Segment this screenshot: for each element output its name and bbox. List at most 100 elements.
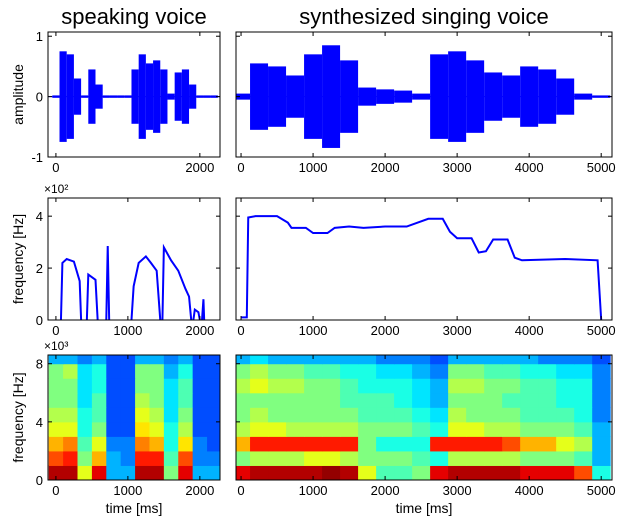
waveform-envelope — [167, 93, 175, 100]
spectrogram-cell — [91, 436, 107, 452]
spectrogram-cell — [322, 407, 341, 423]
spectrogram-cell — [412, 450, 431, 466]
waveform-envelope — [131, 69, 139, 124]
plot-area — [48, 51, 220, 142]
spectrogram-cell — [574, 363, 593, 379]
spectrogram-cell — [448, 392, 467, 408]
plot-area — [48, 355, 220, 480]
spectrogram-cell — [106, 421, 122, 437]
panel: 0 1000 2000 3000 4000 5000 time [ms] — [235, 354, 616, 516]
spectrogram-cell — [574, 355, 593, 365]
spectrogram-cell — [149, 421, 165, 437]
x-tick-label: 1000 — [113, 483, 142, 498]
spectrogram-cell — [502, 407, 521, 423]
spectrogram-cell — [556, 378, 575, 394]
spectrogram-cell — [412, 465, 431, 480]
spectrogram-cell — [466, 465, 485, 480]
waveform-envelope — [196, 95, 204, 98]
spectrogram-cell — [268, 407, 287, 423]
spectrogram-cell — [48, 355, 64, 365]
spectrogram-cell — [106, 355, 122, 365]
spectrogram-cell — [538, 363, 557, 379]
spectrogram-cell — [520, 407, 539, 423]
spectrogram-cell — [135, 436, 150, 452]
spectrogram-cell — [236, 407, 251, 423]
spectrogram-cell — [322, 421, 341, 437]
spectrogram-cell — [484, 450, 503, 466]
x-tick-label: 2000 — [185, 483, 214, 498]
spectrogram-cell — [574, 465, 593, 480]
spectrogram-cell — [376, 421, 395, 437]
x-tick-label: 0 — [52, 160, 59, 175]
waveform-envelope — [88, 69, 96, 124]
spectrogram-cell — [91, 355, 107, 365]
spectrogram-cell — [520, 465, 539, 480]
spectrogram-cell — [466, 421, 485, 437]
spectrogram-cell — [538, 465, 557, 480]
spectrogram-cell — [520, 436, 539, 452]
spectrogram-cell — [149, 465, 165, 480]
waveform-envelope — [160, 69, 168, 124]
spectrogram-cell — [178, 363, 194, 379]
spectrogram-cell — [236, 363, 251, 379]
f0-line — [241, 215, 603, 320]
spectrogram-cell — [502, 436, 521, 452]
spectrogram-cell — [556, 450, 575, 466]
spectrogram-cell — [592, 355, 611, 365]
spectrogram-cell — [120, 378, 136, 394]
spectrogram-cell — [394, 465, 413, 480]
spectrogram-cell — [236, 421, 251, 437]
spectrogram-cell — [304, 378, 323, 394]
spectrogram-cell — [574, 407, 593, 423]
spectrogram-cell — [430, 392, 449, 408]
y-tick-label: 8 — [36, 357, 43, 372]
spectrogram-cell — [250, 392, 269, 408]
spectrogram-cell — [592, 465, 611, 480]
spectrogram-cell — [106, 392, 122, 408]
spectrogram-cell — [502, 450, 521, 466]
spectrogram-cell — [91, 421, 107, 437]
spectrogram-cell — [48, 407, 64, 423]
spectrogram-cell — [358, 421, 377, 437]
spectrogram-cell — [538, 450, 557, 466]
spectrogram-cell — [574, 378, 593, 394]
spectrogram-cell — [236, 465, 251, 480]
y-tick-label: 0 — [36, 90, 43, 105]
spectrogram-cell — [430, 450, 449, 466]
spectrogram-cell — [250, 436, 269, 452]
spectrogram-cell — [236, 355, 251, 365]
spectrogram-cell — [376, 450, 395, 466]
x-tick-label: 4000 — [515, 160, 544, 175]
waveform-envelope — [376, 89, 395, 104]
spectrogram-cell — [304, 421, 323, 437]
spectrogram-cell — [376, 363, 395, 379]
spectrogram-cell — [286, 436, 305, 452]
y-tick-label: 2 — [36, 261, 43, 276]
spectrogram-cell — [484, 363, 503, 379]
spectrogram-cell — [207, 450, 220, 466]
spectrogram-cell — [520, 355, 539, 365]
x-tick-label: 2000 — [185, 160, 214, 175]
spectrogram-cell — [448, 421, 467, 437]
spectrogram-cell — [322, 363, 341, 379]
spectrogram-cell — [91, 378, 107, 394]
waveform-envelope — [448, 51, 467, 142]
spectrogram-cell — [358, 436, 377, 452]
spectrogram-cell — [63, 392, 79, 408]
spectrogram-cell — [430, 421, 449, 437]
spectrogram-cell — [286, 465, 305, 480]
column-title: speaking voice — [61, 4, 207, 29]
spectrogram-cell — [358, 450, 377, 466]
x-tick-label: 2000 — [371, 323, 400, 338]
spectrogram-cell — [178, 392, 194, 408]
spectrogram-cell — [77, 363, 93, 379]
spectrogram-cell — [340, 355, 359, 365]
x-tick-label: 4000 — [515, 323, 544, 338]
column-title: synthesized singing voice — [299, 4, 548, 29]
spectrogram-cell — [466, 378, 485, 394]
spectrogram-cell — [304, 363, 323, 379]
waveform-envelope — [394, 90, 413, 103]
spectrogram-cell — [502, 465, 521, 480]
panel: 0 1000 2000 0 4 8 frequency [Hz] time [ms] ×10³ — [10, 339, 221, 516]
spectrogram-cell — [304, 465, 323, 480]
